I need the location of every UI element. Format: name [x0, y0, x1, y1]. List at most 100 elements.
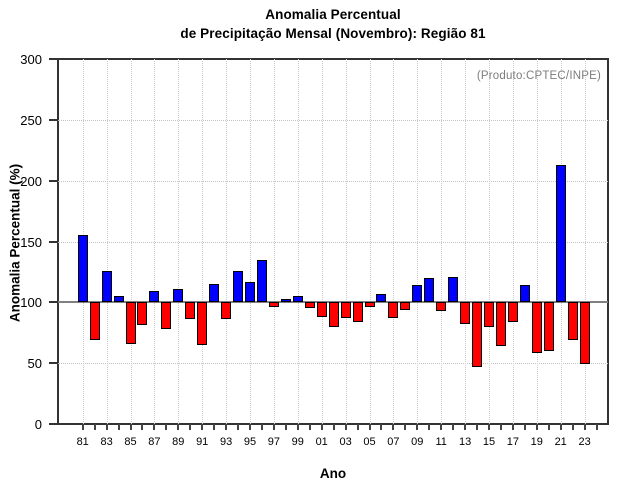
x-axis-tick [380, 424, 383, 430]
vertical-gridline [417, 59, 419, 424]
horizontal-gridline [58, 180, 608, 182]
x-axis-tick-label: 99 [291, 436, 304, 448]
x-axis-tick [296, 424, 299, 430]
chart-title: Anomalia Percentual de Precipitação Mens… [58, 5, 608, 43]
bar-81 [77, 235, 88, 303]
x-axis-tick [189, 424, 192, 430]
x-axis-tick-label: 93 [219, 436, 233, 448]
x-axis-tick [595, 424, 598, 430]
chart-title-line2: de Precipitação Mensal (Novembro): Regiã… [180, 26, 486, 41]
bar-17 [507, 302, 518, 322]
x-axis-tick [225, 424, 228, 430]
bar-82 [89, 302, 100, 341]
vertical-gridline [154, 59, 156, 424]
y-axis-tick-label: 100 [20, 295, 42, 311]
y-axis-tick-label: 250 [20, 112, 42, 128]
vertical-gridline [321, 59, 323, 424]
x-axis-tick [165, 424, 168, 430]
vertical-gridline [345, 59, 347, 424]
bar-22 [567, 302, 578, 341]
x-axis-tick [332, 424, 335, 430]
x-axis-tick-label: 11 [435, 436, 447, 448]
x-axis-tick [260, 424, 263, 430]
x-axis-tick [416, 424, 419, 430]
x-axis-tick [93, 424, 96, 430]
x-axis-tick [404, 424, 407, 430]
x-axis-tick [392, 424, 395, 430]
x-axis-tick-label: 97 [267, 436, 281, 448]
x-axis-tick [499, 424, 502, 430]
x-axis-tick [177, 424, 180, 430]
x-axis-tick-label: 91 [196, 436, 209, 448]
x-axis-tick-label: 17 [506, 436, 520, 448]
x-axis-tick-label: 81 [76, 436, 89, 448]
horizontal-gridline [58, 119, 608, 121]
bar-21 [555, 164, 566, 303]
bar-07 [388, 302, 399, 319]
y-axis-tick-label: 0 [34, 417, 42, 432]
bar-10 [424, 278, 435, 303]
bar-93 [221, 302, 232, 320]
y-axis-tick-label: 300 [20, 52, 42, 67]
y-axis-tick [49, 423, 57, 425]
bar-20 [543, 302, 554, 351]
y-axis-tick [49, 179, 57, 182]
x-axis-tick [535, 424, 538, 430]
x-axis-tick [571, 424, 574, 430]
bar-09 [412, 285, 423, 303]
x-axis-tick-label: 87 [148, 436, 161, 448]
bar-12 [448, 276, 459, 303]
x-axis-tick [440, 424, 443, 430]
x-axis-tick-label: 09 [411, 436, 424, 448]
bar-86 [137, 302, 148, 326]
x-axis-tick-label: 85 [124, 436, 137, 448]
x-axis-tick [272, 424, 275, 430]
x-axis-tick-label: 95 [243, 436, 257, 448]
x-axis-tick-label: 89 [172, 436, 185, 448]
x-axis-tick [583, 424, 586, 430]
vertical-gridline [202, 59, 204, 424]
x-axis-tick [320, 424, 323, 430]
vertical-gridline [536, 59, 538, 424]
bar-97 [268, 302, 279, 308]
bar-89 [173, 288, 184, 303]
vertical-gridline [250, 59, 251, 424]
x-axis-tick [81, 424, 84, 430]
x-axis-tick-label: 83 [100, 436, 113, 448]
x-axis-tick [344, 424, 347, 430]
bar-91 [197, 302, 208, 345]
x-axis-tick-label: 21 [554, 436, 567, 448]
x-axis-tick [523, 424, 526, 430]
bar-94 [233, 270, 244, 303]
x-axis-tick [356, 424, 359, 430]
horizontal-gridline [58, 363, 608, 365]
y-axis-tick-label: 50 [27, 356, 42, 372]
x-axis-tick [141, 424, 144, 430]
bar-03 [340, 302, 351, 319]
x-axis-tick [464, 424, 467, 430]
x-axis-tick [237, 424, 240, 430]
chart-title-line1: Anomalia Percentual [265, 7, 401, 22]
x-axis-tick-label: 03 [339, 436, 352, 448]
x-axis-tick-label: 23 [578, 436, 591, 448]
vertical-gridline [465, 59, 467, 424]
y-axis-tick [49, 118, 57, 121]
vertical-gridline [441, 59, 443, 424]
x-axis-tick-label: 05 [363, 436, 376, 448]
x-axis-tick [213, 424, 216, 430]
x-axis-tick-label: 13 [458, 436, 472, 448]
x-axis-tick [559, 424, 562, 430]
bar-95 [245, 281, 255, 303]
x-axis-tick [129, 424, 132, 430]
bar-23 [579, 302, 590, 365]
bar-00 [304, 302, 315, 309]
bar-99 [292, 296, 303, 303]
x-axis-tick [547, 424, 550, 430]
x-axis-tick-label: 07 [387, 436, 400, 448]
vertical-gridline [369, 59, 371, 424]
x-axis-tick [428, 424, 431, 430]
plot-area: (Produto:CPTEC/INPE) [57, 58, 609, 425]
bar-98 [280, 298, 291, 303]
x-axis-tick [511, 424, 514, 430]
bar-04 [352, 302, 363, 322]
